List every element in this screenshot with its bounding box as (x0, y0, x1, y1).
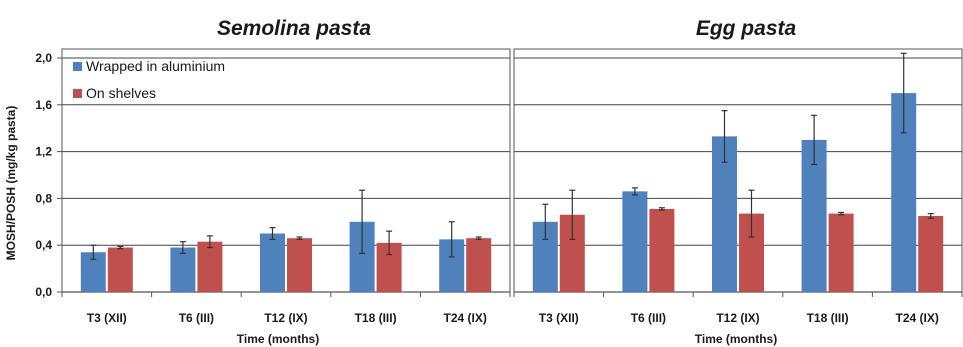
y-axis: 0,0 0,4 0,8 1,2 1,6 2,0 MOSH/POSH (mg/kg pasta… (4, 51, 63, 299)
y-tick-label: 1,2 (35, 145, 52, 159)
x-axis-label: Time (months) (695, 332, 777, 346)
bar-on-shelves (918, 215, 944, 292)
legend-label: On shelves (86, 85, 156, 101)
y-tick-label: 2,0 (35, 51, 52, 65)
legend-swatch-wrapped (73, 62, 82, 71)
x-tick-label: T12 (IX) (716, 311, 759, 325)
bar-on-shelves (107, 247, 133, 292)
x-tick-label: T24 (IX) (896, 311, 939, 325)
x-tick-label: T3 (XII) (539, 311, 579, 325)
y-tick-label: 0,4 (35, 238, 52, 252)
y-axis-label: MOSH/POSH (mg/kg pasta) (4, 106, 18, 261)
egg-pasta-panel: Egg pasta T3 (XII) T6 (III) T12 (IX) T18 (II… (513, 17, 963, 346)
legend-label: Wrapped in aluminium (86, 58, 225, 74)
panel-title: Egg pasta (696, 17, 797, 40)
bar-on-shelves (828, 213, 854, 292)
y-tick-label: 0,0 (35, 285, 52, 299)
plot-frame (513, 48, 963, 293)
legend: Wrapped in aluminium On shelves (73, 58, 225, 101)
x-tick-label: T24 (IX) (444, 311, 487, 325)
x-axis-label: Time (months) (237, 332, 319, 346)
x-tick-label: T3 (XII) (87, 311, 127, 325)
y-tick-label: 1,6 (35, 98, 52, 112)
y-tick-label: 0,8 (35, 191, 52, 205)
semolina-pasta-panel: Semolina pasta T3 (XII) T6 (III) T12 (IX) T1… (61, 17, 511, 346)
x-tick-label: T6 (III) (179, 311, 214, 325)
bar-wrapped-in-aluminium (801, 139, 827, 292)
bar-on-shelves (287, 238, 312, 292)
bar-on-shelves (649, 208, 675, 292)
x-tick-label: T18 (III) (807, 311, 849, 325)
plot-frame (61, 48, 511, 293)
x-tick-label: T18 (III) (355, 311, 397, 325)
bar-on-shelves (197, 241, 223, 292)
bar-on-shelves (466, 238, 492, 292)
x-tick-label: T12 (IX) (264, 311, 307, 325)
x-tick-label: T6 (III) (631, 311, 666, 325)
legend-swatch-shelves (73, 89, 82, 98)
bar-wrapped-in-aluminium (260, 233, 285, 292)
bar-wrapped-in-aluminium (170, 247, 196, 292)
panel-title: Semolina pasta (217, 17, 371, 40)
bar-wrapped-in-aluminium (622, 191, 648, 292)
